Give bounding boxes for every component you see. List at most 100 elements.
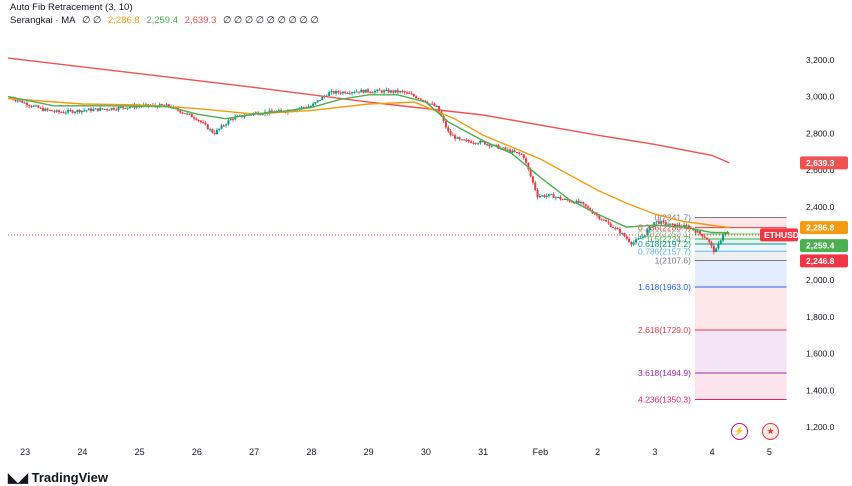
candle-body [708, 239, 711, 243]
candle-body [444, 120, 447, 128]
candle-body [369, 92, 372, 94]
candle-body [669, 223, 672, 225]
candle-body [522, 154, 525, 159]
candle-body [676, 224, 679, 227]
candle-body [53, 111, 56, 113]
candle-body [64, 112, 67, 114]
candle-body [307, 106, 310, 108]
candle-body [57, 110, 60, 113]
fib-zone [694, 233, 787, 239]
candle-body [696, 231, 699, 233]
candle-body [428, 103, 431, 105]
candle-body [163, 105, 166, 107]
candle-body [302, 107, 305, 109]
candle-body [25, 102, 28, 106]
price-tag [800, 156, 848, 170]
moving-average-line [7, 94, 730, 234]
candle-body [112, 108, 115, 110]
candle-body [664, 221, 667, 225]
candle-body [470, 141, 473, 143]
fib-level-label: 0.382(2252.1) [638, 229, 691, 239]
candle-body [618, 229, 621, 234]
candle-body [621, 233, 624, 235]
candle-body [101, 108, 104, 110]
x-tick-label: 5 [767, 447, 772, 457]
candle-body [122, 106, 125, 108]
candle-body [380, 90, 383, 93]
candle-body [602, 219, 605, 221]
candle-body [465, 140, 468, 142]
candle-body [181, 112, 184, 114]
candle-body [83, 110, 86, 112]
ma-legend-trailing: ∅ ∅ ∅ ∅ ∅ ∅ ∅ ∅ ∅ [223, 15, 319, 26]
candle-body [39, 107, 42, 109]
lightning-icon[interactable]: ⚡ [731, 423, 748, 440]
fib-zone [694, 244, 787, 252]
candle-body [364, 89, 367, 93]
flag-icon[interactable]: ★ [762, 423, 779, 440]
candle-body [199, 120, 202, 123]
candle-body [44, 108, 47, 111]
symbol-tag-label: ETHUSD [764, 230, 799, 240]
candle-body [699, 231, 702, 235]
price-tag [800, 221, 848, 235]
y-tick-label: 2,600.0 [806, 165, 835, 175]
candle-body [568, 200, 571, 202]
candle-body [600, 218, 603, 220]
candle-body [48, 109, 51, 111]
candle-body [577, 200, 580, 203]
y-tick-label: 3,200.0 [806, 55, 835, 65]
candle-body [360, 89, 363, 93]
candle-body [30, 105, 33, 107]
candle-body [243, 115, 246, 117]
candle-body [373, 90, 376, 93]
fib-level-label: 1(2107.6) [655, 255, 692, 265]
candle-body [717, 243, 720, 249]
moving-average-layer [7, 57, 798, 236]
candle-body [538, 196, 541, 198]
candle-body [607, 221, 610, 224]
candle-body [410, 93, 413, 95]
candle-body [506, 149, 509, 151]
candle-body [115, 109, 118, 111]
candle-body [328, 92, 331, 96]
candle-body [648, 226, 651, 231]
candle-body [525, 158, 528, 163]
x-tick-label: 2 [595, 447, 600, 457]
candle-body [231, 118, 234, 120]
candle-body [206, 124, 209, 130]
fib-zone [694, 251, 787, 261]
fib-legend-title: Auto Fib Retracement (3, 10) [10, 2, 133, 13]
price-tag-label: 2,286.8 [806, 223, 835, 233]
ma-legend[interactable]: Serangkai · MA ∅ ∅ 2,286.8 2,259.4 2,639… [10, 15, 323, 26]
fib-level-label: 0.5(2224.7) [647, 234, 691, 244]
candle-body [644, 235, 647, 237]
candle-body [367, 89, 370, 93]
candle-body [51, 110, 54, 112]
candle-body [353, 92, 356, 94]
candle-body [99, 108, 102, 111]
candle-body [486, 144, 489, 146]
candle-body [23, 102, 26, 104]
candle-body [623, 233, 626, 237]
x-tick-label: 23 [20, 447, 30, 457]
candle-body [399, 91, 402, 93]
candle-body [612, 227, 615, 229]
candle-body [277, 110, 280, 112]
price-tag-label: 2,246.8 [806, 256, 835, 266]
ma-legend-title: Serangkai · MA [10, 15, 76, 26]
candle-body [415, 96, 418, 99]
fib-zone [694, 227, 787, 234]
candle-body [218, 128, 221, 130]
fib-level-label: 0.786(2157.7) [638, 246, 691, 256]
fib-legend[interactable]: Auto Fib Retracement (3, 10) [10, 2, 137, 13]
candle-body [78, 110, 81, 113]
candle-body [69, 109, 72, 111]
candle-body [561, 199, 564, 201]
candle-body [94, 108, 97, 110]
candle-body [106, 108, 109, 110]
candle-body [193, 117, 196, 119]
candle-body [337, 91, 340, 93]
fib-zone [694, 260, 787, 288]
